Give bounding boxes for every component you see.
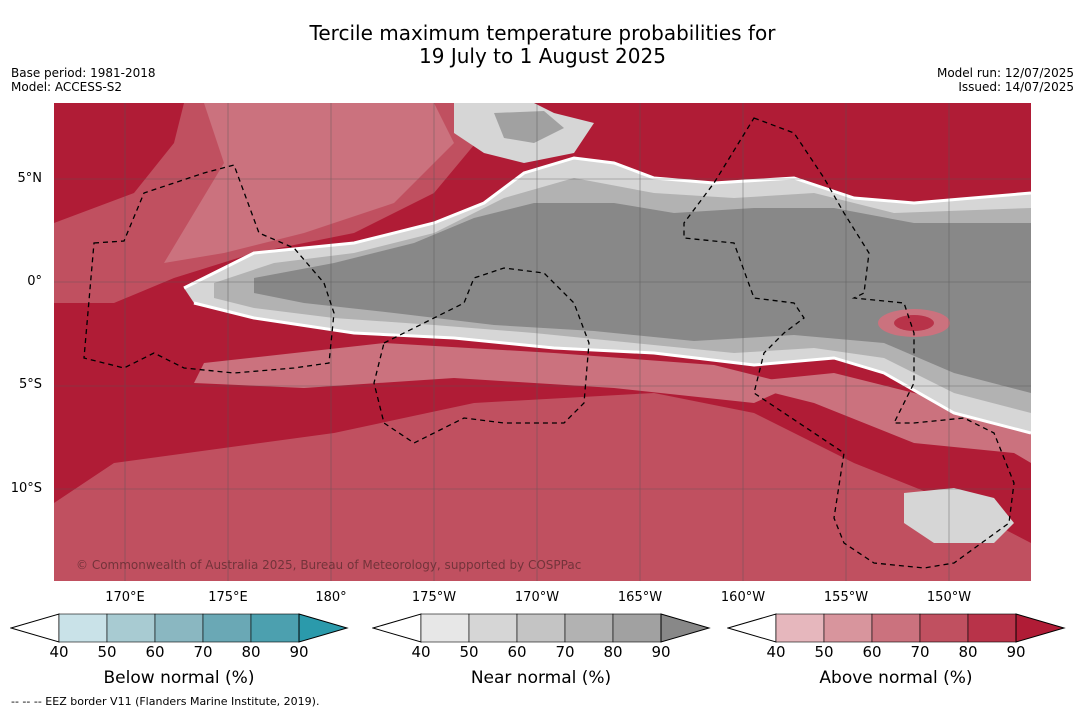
above-tick-80: 80 <box>958 643 978 661</box>
eez-footnote: -- -- -- EEZ border V11 (Flanders Marine… <box>11 695 320 708</box>
meta-right: Model run: 12/07/2025 Issued: 14/07/2025 <box>937 66 1074 94</box>
band-above-80-south <box>54 393 1031 581</box>
above-segment-50 <box>823 613 873 643</box>
above-tick-90: 90 <box>1006 643 1026 661</box>
below-tick-50: 50 <box>97 643 117 661</box>
lat-label-10s: 10°S <box>10 481 42 496</box>
near-segment-40 <box>420 613 470 643</box>
above-segment-70 <box>919 613 969 643</box>
lat-label-0: 0° <box>27 274 42 289</box>
band-above-70-mid <box>194 343 794 403</box>
above-tick-40: 40 <box>766 643 786 661</box>
near-segment-80 <box>612 613 662 643</box>
meta-left: Base period: 1981-2018 Model: ACCESS-S2 <box>11 66 156 94</box>
lon-label-150w: 150°W <box>926 590 972 605</box>
near-tick-60: 60 <box>507 643 527 661</box>
above-extend-low <box>727 613 777 643</box>
eez-borders <box>83 117 1015 569</box>
lon-label-160w: 160°W <box>720 590 766 605</box>
above-tick-50: 50 <box>814 643 834 661</box>
band-near-east <box>904 488 1014 543</box>
issued-date: Issued: 14/07/2025 <box>958 80 1074 94</box>
near-tick-40: 40 <box>411 643 431 661</box>
colorbar-below <box>10 613 349 643</box>
below-extend-high <box>298 613 349 643</box>
probability-map <box>54 103 1031 581</box>
below-tick-90: 90 <box>289 643 309 661</box>
near-segment-50 <box>468 613 518 643</box>
above-segment-60 <box>871 613 921 643</box>
below-segment-70 <box>202 613 252 643</box>
colorbar-above <box>727 613 1066 643</box>
above-tick-60: 60 <box>862 643 882 661</box>
model-name: Model: ACCESS-S2 <box>11 80 123 94</box>
map-title: Tercile maximum temperature probabilitie… <box>0 22 1085 68</box>
tercile-boundary-north <box>183 156 1031 290</box>
above-tick-70: 70 <box>910 643 930 661</box>
near-extend-low <box>372 613 422 643</box>
band-near-north-core <box>494 111 564 143</box>
title-line-1: Tercile maximum temperature probabilitie… <box>309 21 776 45</box>
lon-label-175w: 175°W <box>411 590 457 605</box>
lon-label-170w: 170°W <box>514 590 560 605</box>
above-island-core <box>894 315 934 331</box>
below-extend-low <box>10 613 60 643</box>
near-tick-80: 80 <box>603 643 623 661</box>
map-svg <box>54 103 1031 581</box>
below-segment-60 <box>154 613 204 643</box>
above-extend-high <box>1015 613 1066 643</box>
colorbar-above-title: Above normal (%) <box>819 668 973 688</box>
band-above-70 <box>164 103 454 263</box>
band-above-70-east <box>734 373 1031 463</box>
below-segment-40 <box>58 613 108 643</box>
model-run: Model run: 12/07/2025 <box>936 66 1074 80</box>
lat-label-5s: 5°S <box>18 377 42 392</box>
lon-label-170e: 170°E <box>105 590 145 605</box>
lat-label-5n: 5°N <box>17 171 43 186</box>
near-segment-70 <box>564 613 614 643</box>
colorbar-below-title: Below normal (%) <box>103 668 255 688</box>
lon-label-180: 180° <box>315 590 347 605</box>
below-tick-70: 70 <box>193 643 213 661</box>
lon-label-175e: 175°E <box>208 590 248 605</box>
below-segment-80 <box>250 613 300 643</box>
base-period: Base period: 1981-2018 <box>11 66 156 80</box>
colorbar-near-title: Near normal (%) <box>470 668 612 688</box>
band-near-90 <box>254 203 1031 393</box>
below-segment-50 <box>106 613 156 643</box>
near-tick-50: 50 <box>459 643 479 661</box>
above-segment-80 <box>967 613 1017 643</box>
graticule <box>54 103 1031 581</box>
near-tick-70: 70 <box>555 643 575 661</box>
near-extend-high <box>660 613 711 643</box>
title-line-2: 19 July to 1 August 2025 <box>419 44 666 68</box>
near-segment-60 <box>516 613 566 643</box>
tercile-boundary-south <box>193 301 1031 435</box>
near-tick-90: 90 <box>651 643 671 661</box>
below-tick-60: 60 <box>145 643 165 661</box>
lon-label-155w: 155°W <box>823 590 869 605</box>
above-segment-40 <box>775 613 825 643</box>
below-tick-40: 40 <box>49 643 69 661</box>
lon-label-165w: 165°W <box>617 590 663 605</box>
colorbar-near <box>372 613 711 643</box>
copyright-notice: © Commonwealth of Australia 2025, Bureau… <box>76 558 582 572</box>
below-tick-80: 80 <box>241 643 261 661</box>
